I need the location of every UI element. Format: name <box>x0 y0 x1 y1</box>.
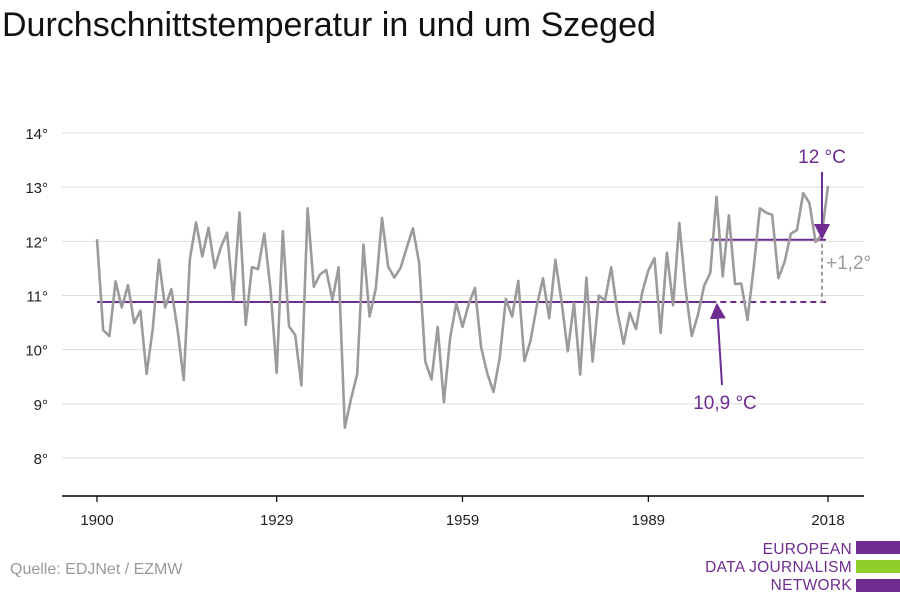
logo-bar-green <box>856 560 900 573</box>
logo-line-3: NETWORK <box>770 577 852 594</box>
x-tick-label: 1989 <box>632 512 665 529</box>
annotation-baseline-mean: 10,9 °C <box>693 393 757 414</box>
reference-lines <box>97 238 826 303</box>
series-group <box>95 185 830 430</box>
chart-title: Durchschnittstemperatur in und um Szeged <box>2 6 656 44</box>
y-tick-label: 11° <box>26 289 48 306</box>
y-tick-label: 10° <box>25 343 48 360</box>
grid-lines <box>62 132 864 459</box>
logo-line-1: EUROPEAN <box>762 541 852 558</box>
source-note: Quelle: EDJNet / EZMW <box>10 561 183 578</box>
edjnet-logo: EUROPEAN DATA JOURNALISM NETWORK <box>660 540 900 596</box>
annotation-recent-mean: 12 °C <box>798 147 846 168</box>
x-tick-label: 1929 <box>260 512 293 529</box>
y-axis-ticks: 8° 9° 10° 11° 12° 13° 14° <box>25 126 48 468</box>
y-tick-label: 9° <box>34 397 48 414</box>
y-tick-label: 14° <box>25 126 48 143</box>
x-tick-label: 1959 <box>446 512 479 529</box>
annotation-difference: +1,2° <box>826 253 871 274</box>
annotations: 12 °C 10,9 °C +1,2° <box>693 147 871 414</box>
x-tick-label: 1900 <box>80 512 113 529</box>
series-line <box>95 185 830 430</box>
logo-bar-purple-top <box>856 541 900 554</box>
logo-line-2: DATA JOURNALISM <box>705 559 852 576</box>
x-tick-label: 2018 <box>811 512 844 529</box>
x-axis: 1900 1929 1959 1989 2018 <box>62 495 864 529</box>
y-tick-label: 8° <box>34 451 48 468</box>
y-tick-label: 13° <box>25 180 48 197</box>
arrow-baseline-mean <box>709 302 726 386</box>
logo-bar-purple-bottom <box>856 579 900 592</box>
y-tick-label: 12° <box>25 234 48 251</box>
